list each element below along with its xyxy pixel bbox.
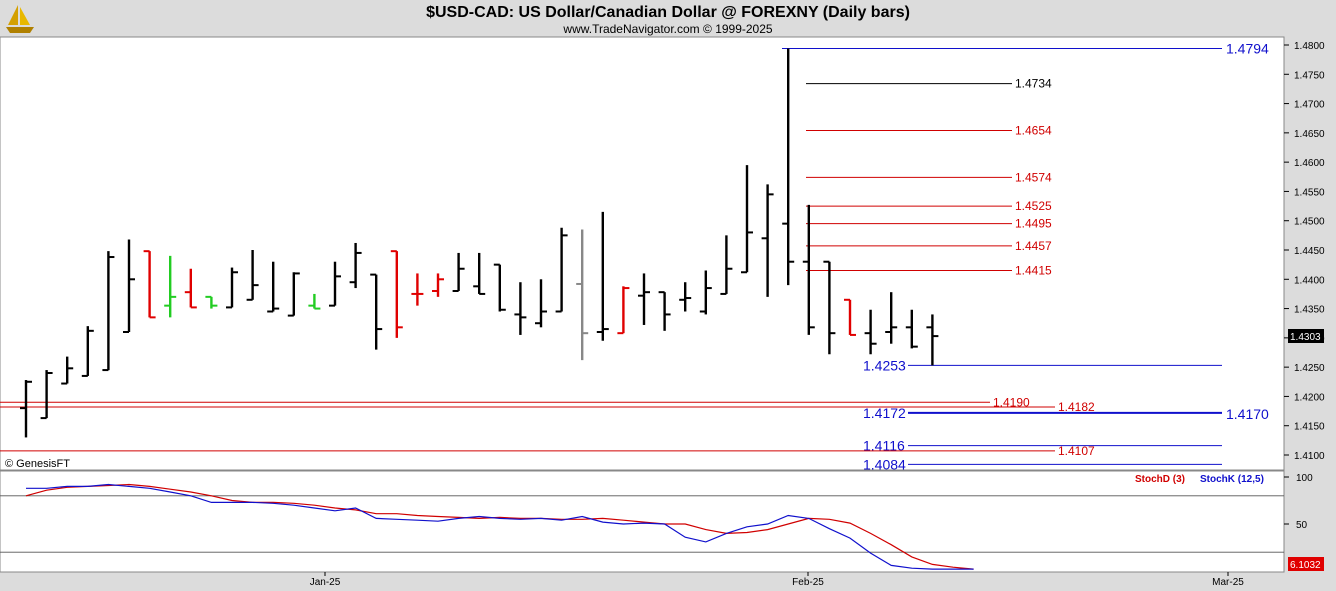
price-level-label: 1.4794	[1226, 41, 1269, 57]
price-tick-label: 1.4400	[1294, 275, 1325, 286]
price-tick-label: 1.4150	[1294, 422, 1325, 433]
stoch-series-line	[26, 483, 974, 570]
price-level-label: 1.4084	[863, 456, 906, 472]
price-tick-label: 1.4200	[1294, 392, 1325, 403]
price-level-label: 1.4182	[1058, 400, 1095, 414]
date-tick-label: Mar-25	[1212, 577, 1244, 588]
price-tick-label: 1.4600	[1294, 158, 1325, 169]
chart-title: $USD-CAD: US Dollar/Canadian Dollar @ FO…	[426, 4, 910, 21]
last-price-label: 1.4303	[1290, 332, 1321, 343]
price-level-label: 1.4457	[1015, 239, 1052, 253]
price-level-label: 1.4190	[993, 395, 1030, 409]
price-level-label: 1.4495	[1015, 217, 1052, 231]
legend-stochd: StochD (3)	[1135, 474, 1185, 485]
chart-subtitle: www.TradeNavigator.com © 1999-2025	[562, 22, 772, 36]
last-price-badge	[1288, 329, 1324, 343]
stoch-tick-label: 100	[1296, 473, 1313, 484]
price-level-label: 1.4415	[1015, 264, 1052, 278]
price-tick-label: 1.4700	[1294, 100, 1325, 111]
price-tick-label: 1.4250	[1294, 363, 1325, 374]
price-level-label: 1.4107	[1058, 444, 1095, 458]
last-stoch-badge	[1288, 557, 1324, 571]
price-tick-label: 1.4450	[1294, 246, 1325, 257]
price-level-label: 1.4170	[1226, 406, 1269, 422]
stochastic-lines	[25, 483, 974, 570]
price-level-label: 1.4525	[1015, 199, 1052, 213]
price-panel[interactable]	[0, 36, 1285, 471]
stoch-tick-label: 50	[1296, 520, 1308, 531]
sailboat-icon	[6, 5, 34, 33]
price-level-label: 1.4253	[863, 357, 906, 373]
price-tick-label: 1.4350	[1294, 305, 1325, 316]
watermark: © GenesisFT	[5, 458, 70, 470]
last-stoch-label: 6.1032	[1290, 560, 1321, 571]
price-tick-label: 1.4750	[1294, 70, 1325, 81]
price-tick-label: 1.4800	[1294, 41, 1325, 52]
date-axis: Jan-25 Feb-25 Mar-25	[310, 572, 1244, 588]
date-tick-label: Jan-25	[310, 577, 341, 588]
ohlc-bars	[20, 48, 939, 438]
price-level-label: 1.4734	[1015, 77, 1052, 91]
price-tick-label: 1.4650	[1294, 129, 1325, 140]
price-tick-label: 1.4500	[1294, 217, 1325, 228]
price-level-label: 1.4172	[863, 405, 906, 421]
price-axis: 1.4800 1.4750 1.4700 1.4650 1.4600 1.4550 1.45…	[1284, 41, 1325, 462]
stoch-series-line	[25, 483, 974, 570]
price-level-label: 1.4116	[863, 438, 905, 454]
price-tick-label: 1.4100	[1294, 451, 1325, 462]
price-level-label: 1.4574	[1015, 170, 1052, 184]
legend-stochk: StochK (12,5)	[1200, 474, 1264, 485]
price-tick-label: 1.4550	[1294, 187, 1325, 198]
date-tick-label: Feb-25	[792, 577, 824, 588]
price-level-label: 1.4654	[1015, 124, 1052, 138]
levels-layer: 1.4794 1.4734 1.4654 1.4574 1.4525 1.4495 1.44…	[0, 41, 1269, 472]
